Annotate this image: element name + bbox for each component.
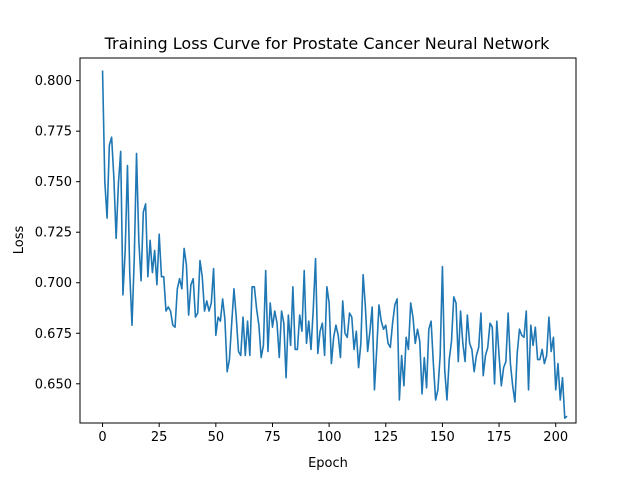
y-axis-label: Loss <box>12 226 27 255</box>
x-tick-label: 200 <box>543 430 568 445</box>
x-tick-label: 50 <box>208 430 225 445</box>
y-tick-label: 0.775 <box>35 125 72 140</box>
axes-frame <box>79 57 577 424</box>
plot-area: 0 25 50 75 100 125 150 175 200 0.6500.6750.7000.… <box>35 57 577 445</box>
y-axis: 0.650 0.675 0.700 0.725 0.750 0.775 0.800 <box>35 74 80 392</box>
x-tick-label: 150 <box>430 430 455 445</box>
chart-title: Training Loss Curve for Prostate Cancer … <box>104 34 551 53</box>
x-tick-label: 25 <box>151 430 168 445</box>
y-tick-label: 0.725 <box>35 226 72 241</box>
x-axis-label: Epoch <box>308 456 348 471</box>
y-tick-label: 0.700 <box>35 276 72 291</box>
y-tick-label: 0.650 <box>35 377 72 392</box>
y-tick-label: 0.750 <box>35 175 72 190</box>
x-tick-label: 75 <box>264 430 281 445</box>
y-tick-label: 0.800 <box>35 74 72 89</box>
x-axis: 0 25 50 75 100 125 150 175 200 <box>98 423 568 445</box>
x-tick-label: 125 <box>373 430 398 445</box>
x-tick-label: 0 <box>98 430 106 445</box>
x-tick-label: 175 <box>487 430 512 445</box>
loss-series-line <box>101 70 568 419</box>
y-tick-label: 0.675 <box>35 327 72 342</box>
x-tick-label: 100 <box>317 430 342 445</box>
